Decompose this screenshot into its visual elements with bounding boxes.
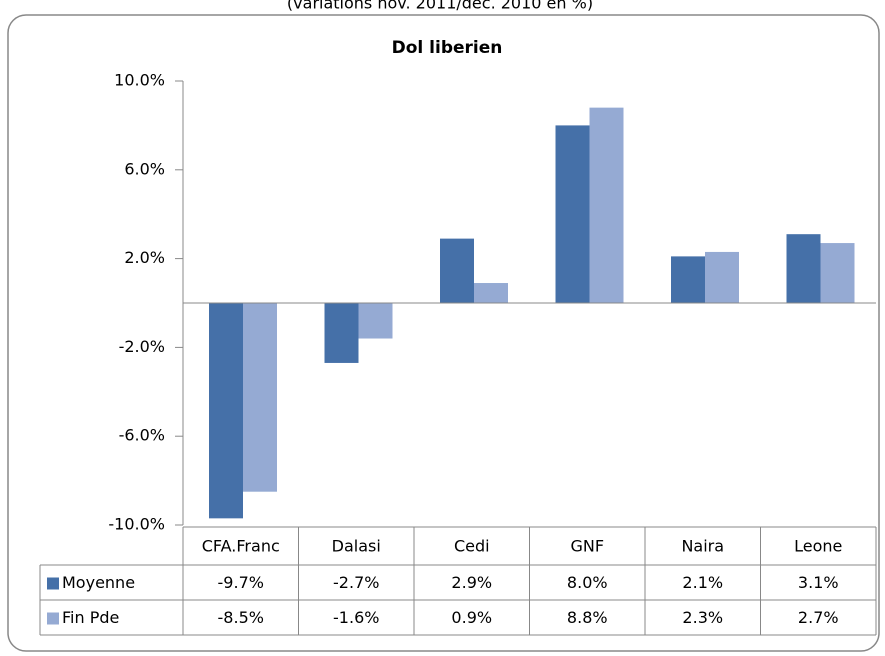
bar: [820, 243, 855, 303]
legend-label: Fin Pde: [62, 608, 119, 627]
y-tick-label: 2.0%: [124, 248, 165, 267]
y-tick-label: 10.0%: [114, 71, 165, 90]
data-label: 8.8%: [567, 608, 608, 627]
bar: [324, 303, 359, 363]
y-tick-label: -10.0%: [108, 515, 165, 534]
data-label: 3.1%: [798, 573, 839, 592]
chart-border: [7, 14, 880, 652]
data-label: -9.7%: [218, 573, 264, 592]
bar: [671, 256, 705, 303]
legend-swatch: [47, 577, 59, 590]
x-tick-label: Cedi: [454, 537, 490, 556]
bar: [786, 234, 821, 303]
data-label: 8.0%: [567, 573, 608, 592]
y-tick-label: -6.0%: [119, 426, 165, 445]
bar: [358, 303, 393, 339]
bar: [589, 107, 624, 303]
bar: [555, 125, 590, 304]
x-tick-label: Leone: [794, 537, 842, 556]
data-label: 2.9%: [451, 573, 492, 592]
data-label: 0.9%: [451, 608, 492, 627]
chart-subtitle: (variations nov. 2011/dec. 2010 en %): [287, 0, 593, 13]
subtitle-bg: [200, 0, 680, 14]
x-tick-label: Naira: [681, 537, 724, 556]
legend-swatch: [47, 612, 59, 625]
bar: [243, 303, 277, 492]
data-label: -8.5%: [218, 608, 264, 627]
x-tick-label: CFA.Franc: [202, 537, 280, 556]
bar: [474, 283, 508, 303]
y-tick-label: 6.0%: [124, 159, 165, 178]
bar: [209, 303, 243, 519]
data-label: -2.7%: [333, 573, 379, 592]
legend-label: Moyenne: [62, 573, 135, 592]
bar: [440, 238, 474, 303]
bar: [705, 251, 739, 303]
x-tick-label: GNF: [570, 537, 604, 556]
data-label: 2.7%: [798, 608, 839, 627]
data-label: -1.6%: [333, 608, 379, 627]
data-label: 2.1%: [682, 573, 723, 592]
x-tick-label: Dalasi: [332, 537, 381, 556]
y-tick-label: -2.0%: [119, 337, 165, 356]
chart-title: Dol liberien: [392, 38, 503, 58]
data-label: 2.3%: [682, 608, 723, 627]
